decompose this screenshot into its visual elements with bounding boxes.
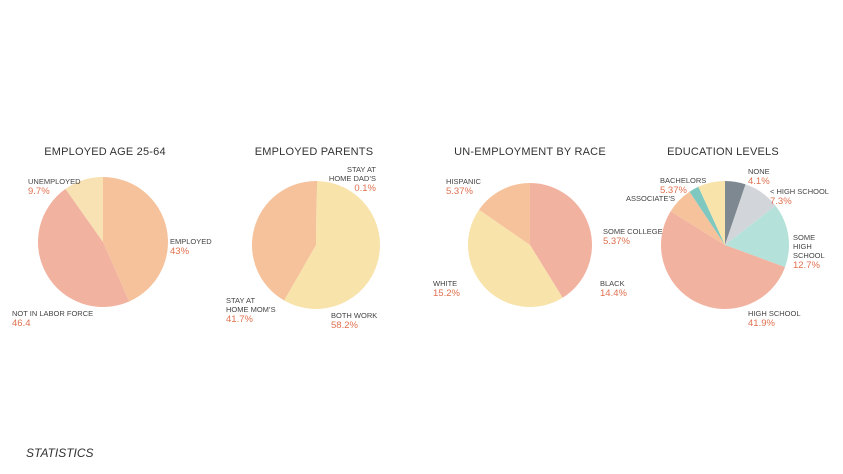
category-label: < HIGH SCHOOL (770, 187, 829, 196)
value-label: 41.7% (226, 314, 253, 325)
slice-label: WHITE 15.2% (433, 279, 473, 299)
slice-label: BACHELORS 5.37% (660, 176, 706, 196)
value-label: 7.3% (770, 196, 792, 207)
category-label: BACHELORS (660, 176, 707, 185)
value-label: 12.7% (793, 260, 820, 271)
category-label: BOTH WORK (331, 311, 378, 320)
value-label: 5.37% (446, 186, 473, 197)
slice-label: STAY AT HOME MOM’S 41.7% (226, 296, 278, 325)
chart-title: EDUCATION LEVELS (667, 146, 779, 158)
pie-slice (479, 183, 530, 245)
category-label: SOME HIGH SCHOOL (793, 233, 825, 260)
category-label: HIGH SCHOOL (748, 309, 801, 318)
value-label: 58.2% (331, 320, 358, 331)
value-label: 14.4% (600, 288, 627, 299)
pie-slice (65, 177, 103, 242)
pie-slice (725, 205, 789, 268)
value-label: 5.37% (603, 236, 630, 247)
pie-slice (689, 186, 725, 245)
pie-slice (252, 181, 316, 301)
value-label: 4.1% (748, 176, 770, 187)
pie-slice (38, 188, 130, 307)
slice-label: EMPLOYED 43% (170, 237, 230, 257)
pie-slice (468, 209, 563, 307)
slice-label: HISPANIC 5.37% (446, 177, 496, 197)
pie-slice (660, 211, 786, 310)
pie-slice (725, 181, 746, 245)
category-label: NOT IN LABOR FORCE (12, 309, 94, 318)
pie-slice (530, 183, 592, 298)
caption: STATISTICS (26, 446, 94, 460)
category-label: NONE (748, 167, 770, 176)
slice-label: ASSOCIATE’S (626, 194, 676, 203)
category-label: STAY AT HOME DAD’S (328, 165, 376, 183)
slice-label: NOT IN LABOR FORCE 46.4 (12, 309, 102, 329)
slice-label: HIGH SCHOOL 41.9% (748, 309, 808, 329)
pie-slice (670, 191, 725, 245)
chart-title: UN-EMPLOYMENT BY RACE (454, 146, 606, 158)
category-label: ASSOCIATE’S (626, 194, 676, 203)
slice-label: STAY AT HOME DAD’S 0.1% (328, 165, 376, 194)
value-label: 15.2% (433, 288, 460, 299)
value-label: 9.7% (28, 186, 50, 197)
slice-label: SOME HIGH SCHOOL 12.7% (793, 233, 827, 271)
category-label: WHITE (433, 279, 458, 288)
value-label: 5.37% (660, 185, 687, 196)
pie-slice (103, 177, 169, 302)
chart-title: EMPLOYED PARENTS (254, 146, 374, 158)
category-label: UNEMPLOYED (28, 177, 81, 186)
chart-title: EMPLOYED AGE 25-64 (44, 146, 166, 158)
pie-slice (284, 181, 381, 309)
pie-slice (725, 184, 776, 245)
category-label: EMPLOYED (170, 237, 212, 246)
slice-label: < HIGH SCHOOL 7.3% (770, 187, 840, 207)
category-label: HISPANIC (446, 177, 481, 186)
value-label: 43% (170, 246, 190, 257)
slice-label: UNEMPLOYED 9.7% (28, 177, 88, 197)
slice-label: NONE 4.1% (748, 167, 788, 187)
pie-slice (698, 181, 725, 245)
slice-label: SOME COLLEGE 5.37% (603, 227, 663, 247)
category-label: STAY AT HOME MOM’S (226, 296, 276, 314)
slice-label: BOTH WORK 58.2% (331, 311, 391, 331)
value-label: 46.4 (12, 318, 31, 329)
category-label: BLACK (600, 279, 625, 288)
slice-label: BLACK 14.4% (600, 279, 650, 299)
value-label: 41.9% (748, 318, 775, 329)
value-label: 0.1% (354, 183, 376, 194)
category-label: SOME COLLEGE (603, 227, 663, 236)
